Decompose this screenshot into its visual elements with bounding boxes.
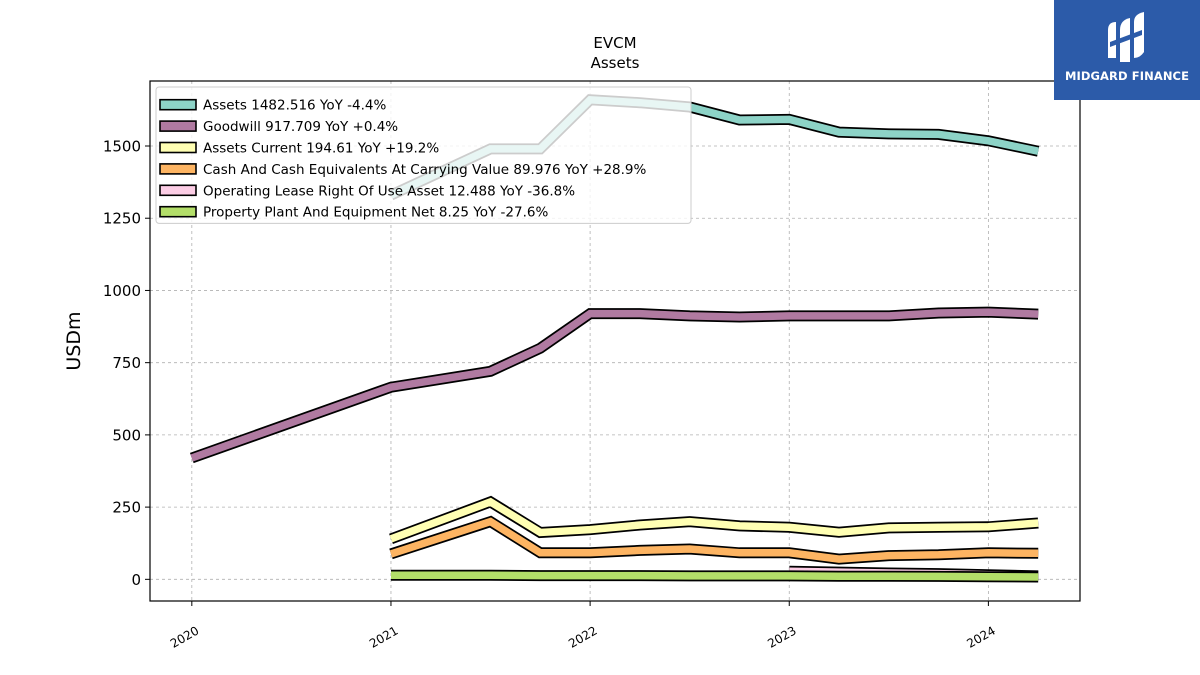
y-tick-label: 750 — [112, 354, 141, 372]
x-tick-label: 2024 — [964, 623, 997, 650]
legend-swatch — [159, 205, 197, 218]
legend-label: Cash And Cash Equivalents At Carrying Va… — [203, 162, 647, 178]
plot-frame — [149, 80, 1081, 602]
legend: Assets 1482.516 YoY -4.4% Goodwill 917.70… — [155, 86, 692, 224]
y-tick-label: 1500 — [103, 138, 141, 156]
chart-subtitle: Assets — [591, 54, 640, 72]
series-line — [190, 308, 1039, 462]
legend-label: Operating Lease Right Of Use Asset 12.48… — [203, 183, 575, 199]
series-3 — [389, 515, 1039, 565]
brand-logo: MIDGARD FINANCE — [1054, 0, 1200, 100]
y-tick-label: 250 — [112, 499, 141, 517]
legend-box — [155, 86, 692, 224]
brand-mark-icon — [1108, 12, 1144, 62]
y-tick-label: 1250 — [103, 210, 141, 228]
series-line — [391, 571, 1039, 581]
legend-label: Goodwill 917.709 YoY +0.4% — [203, 119, 398, 135]
legend-label: Assets Current 194.61 YoY +19.2% — [203, 141, 439, 157]
legend-swatch — [159, 98, 197, 111]
brand-name: MIDGARD FINANCE — [1064, 69, 1190, 83]
legend-swatch — [159, 163, 197, 175]
series-5 — [390, 569, 1039, 583]
x-tick-label: 2020 — [168, 623, 201, 650]
x-tick-label: 2022 — [566, 623, 599, 650]
x-tick-label: 2021 — [367, 623, 400, 650]
series-line-outline — [189, 306, 1039, 464]
chart-title: EVCM — [593, 34, 636, 52]
legend-label: Property Plant And Equipment Net 8.25 Yo… — [203, 205, 548, 221]
series-layer — [189, 94, 1040, 583]
legend-swatch — [159, 141, 197, 154]
legend-swatch — [159, 120, 197, 132]
x-tick-label: 2023 — [765, 623, 798, 650]
y-tick-label: 500 — [112, 426, 141, 444]
legend-swatch — [159, 184, 197, 197]
series-2 — [389, 495, 1039, 545]
y-axis-label: USDm — [63, 311, 85, 370]
y-tick-label: 0 — [131, 571, 141, 589]
y-tick-label: 1000 — [103, 282, 141, 300]
legend-label: Assets 1482.516 YoY -4.4% — [203, 98, 387, 114]
series-1 — [189, 306, 1039, 464]
